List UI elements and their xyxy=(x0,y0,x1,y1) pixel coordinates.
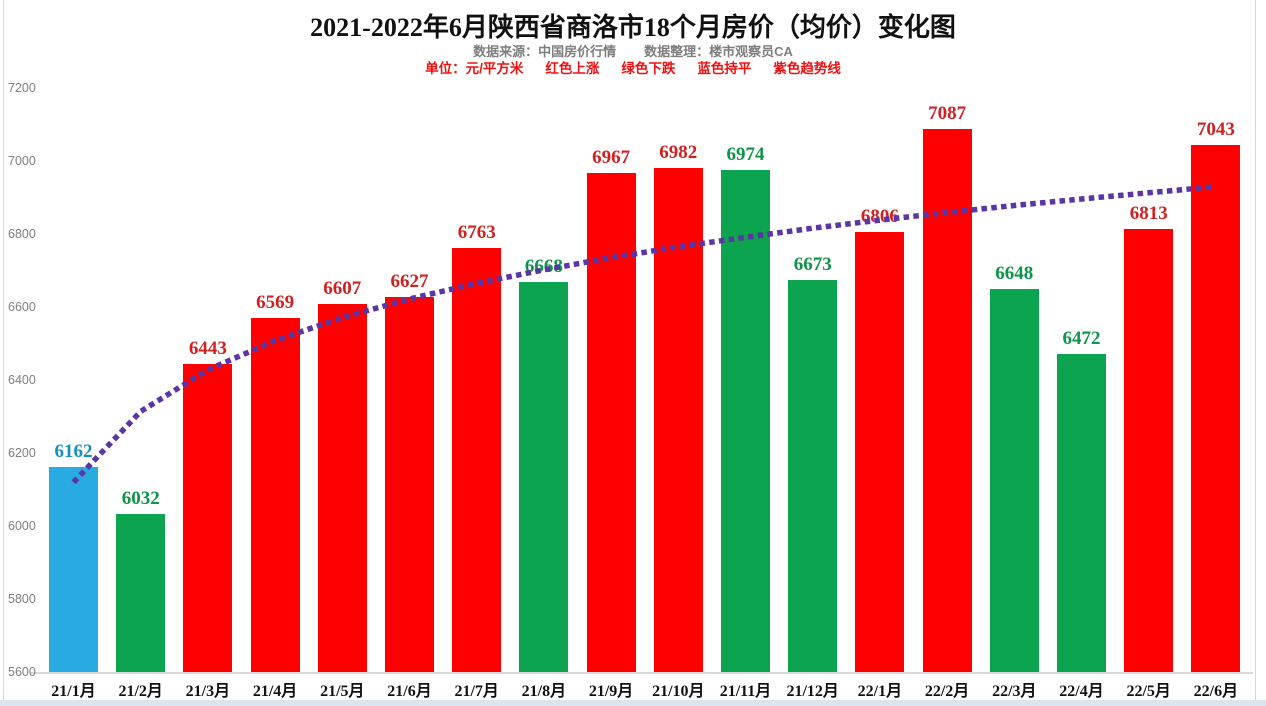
bar xyxy=(385,297,434,672)
x-axis-label: 21/3月 xyxy=(185,683,231,700)
bar xyxy=(922,129,972,672)
y-axis-tick-label: 6400 xyxy=(8,373,36,387)
bar xyxy=(788,280,838,672)
bar-value-label: 6982 xyxy=(659,141,698,163)
bar-value-label: 6813 xyxy=(1129,203,1168,225)
chart-title: 2021-2022年6月陕西省商洛市18个月房价（均价）变化图 xyxy=(310,13,956,42)
legend-flat-label: 蓝色持平 xyxy=(697,61,752,76)
bar xyxy=(1191,145,1241,672)
bar-value-label: 6806 xyxy=(860,205,899,227)
legend-up-label: 红色上涨 xyxy=(545,61,600,76)
bar-value-label: 6648 xyxy=(995,263,1034,285)
x-axis-label: 21/6月 xyxy=(387,683,432,700)
bar xyxy=(49,466,98,672)
x-axis-label: 21/10月 xyxy=(652,683,705,700)
bar-value-label: 6967 xyxy=(592,147,631,169)
x-axis-label: 21/11月 xyxy=(719,683,772,700)
bar-value-label: 6974 xyxy=(726,144,765,166)
bar xyxy=(586,173,636,672)
y-axis-tick-label: 5600 xyxy=(8,665,36,679)
bar xyxy=(721,170,770,672)
legend-trend-label: 紫色趋势线 xyxy=(773,61,841,76)
x-axis-label: 22/2月 xyxy=(924,683,970,700)
bar xyxy=(317,304,367,672)
bar-value-label: 7043 xyxy=(1196,119,1235,141)
bar xyxy=(519,282,569,672)
unit-label: 单位：元/平方米 xyxy=(425,61,524,76)
bar-value-label: 6472 xyxy=(1062,327,1101,349)
x-axis-label: 21/4月 xyxy=(252,683,298,700)
legend-down-label: 绿色下跌 xyxy=(621,61,676,76)
bar xyxy=(452,247,502,672)
x-axis-label: 21/8月 xyxy=(521,683,567,700)
bar-value-label: 7087 xyxy=(928,103,967,125)
bar xyxy=(183,364,233,672)
x-axis-label: 21/2月 xyxy=(118,683,163,700)
y-axis-tick-label: 7200 xyxy=(8,81,36,95)
bar xyxy=(989,289,1039,672)
bar-value-label: 6763 xyxy=(457,221,496,243)
bar xyxy=(250,318,300,672)
x-axis-label: 21/1月 xyxy=(51,683,96,700)
x-axis-label: 21/5月 xyxy=(320,683,365,700)
y-axis-tick-label: 6800 xyxy=(8,227,36,241)
left-edge-line xyxy=(3,0,4,700)
chart-subtitle-legend-line: 单位：元/平方米 红色上涨 绿色下跌 蓝色持平 紫色趋势线 xyxy=(0,57,1266,77)
y-axis-tick-label: 6000 xyxy=(8,519,36,533)
bar xyxy=(653,167,703,672)
x-axis-label: 21/9月 xyxy=(588,683,634,700)
x-axis-label: 22/6月 xyxy=(1193,683,1239,700)
x-axis-label: 22/5月 xyxy=(1126,683,1171,700)
y-axis-tick-label: 5800 xyxy=(8,592,36,606)
bar-value-label: 6032 xyxy=(121,488,160,510)
y-axis-tick-label: 7000 xyxy=(8,154,36,168)
x-axis-label: 22/3月 xyxy=(992,683,1037,700)
bar xyxy=(1057,353,1106,672)
bar-value-label: 6673 xyxy=(793,254,832,276)
y-axis-tick-label: 6600 xyxy=(8,300,36,314)
bar-value-label: 6162 xyxy=(54,440,93,462)
data-source-label: 数据来源：中国房价行情 xyxy=(473,44,617,59)
x-axis-label: 21/7月 xyxy=(454,683,499,700)
right-edge-line xyxy=(1255,0,1256,700)
bar-value-label: 6443 xyxy=(188,338,227,360)
x-axis-label: 22/1月 xyxy=(857,683,903,700)
y-axis-tick-label: 6200 xyxy=(8,446,36,460)
bottom-edge-strip xyxy=(0,700,1266,706)
x-axis-label: 22/4月 xyxy=(1059,683,1104,700)
bar xyxy=(855,231,905,672)
data-editor-label: 数据整理：楼市观察员CA xyxy=(644,44,793,59)
chart-subtitle-source-line: 数据来源：中国房价行情 数据整理：楼市观察员CA xyxy=(0,41,1266,60)
bar xyxy=(116,514,166,672)
bar xyxy=(1124,229,1174,672)
x-axis-label: 21/12月 xyxy=(786,683,839,700)
x-axis-baseline xyxy=(30,672,1253,674)
bar-value-label: 6627 xyxy=(390,271,429,293)
bar-value-label: 6668 xyxy=(524,256,563,278)
